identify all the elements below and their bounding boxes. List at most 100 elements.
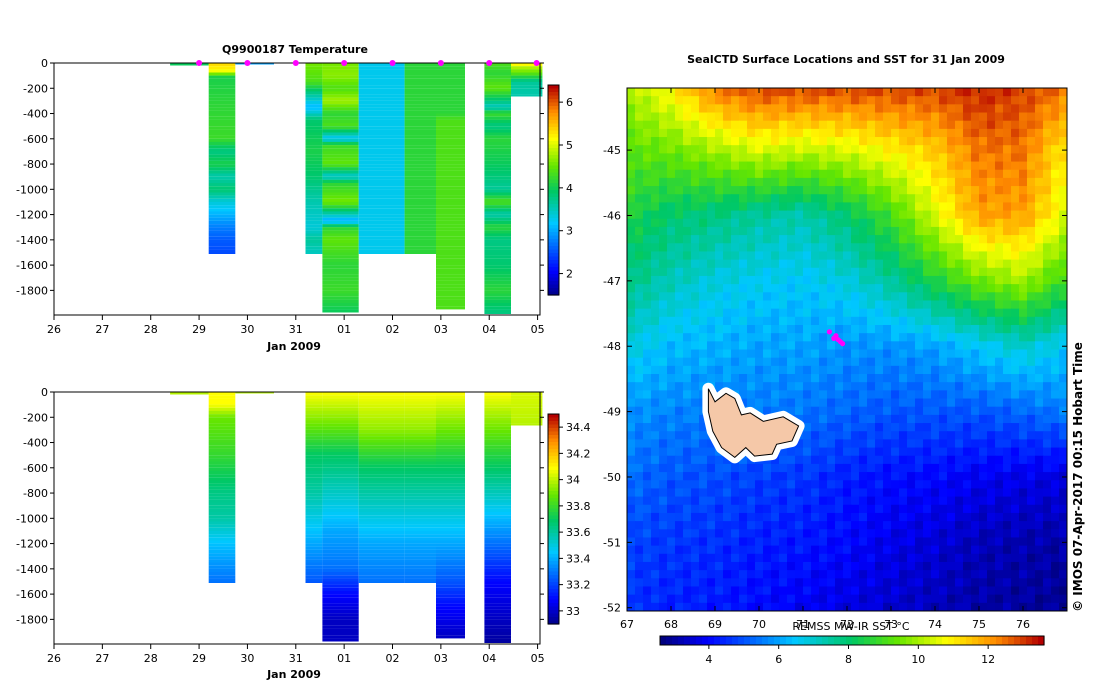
sst-pixel: [891, 177, 900, 187]
temperature-cell: [484, 205, 511, 209]
sst-pixel: [683, 602, 692, 611]
salinity-cell: [208, 483, 236, 487]
sst-pixel: [859, 349, 868, 359]
temperature-cell: [436, 94, 465, 98]
sst-pixel: [659, 570, 668, 579]
sst-pixel: [803, 561, 812, 571]
sst-pixel: [947, 439, 956, 449]
sst-pixel: [883, 406, 892, 416]
sst-pixel: [995, 447, 1004, 457]
sst-pixel: [835, 128, 844, 138]
sst-pixel: [747, 578, 756, 588]
sst-pixel: [675, 186, 684, 195]
sst-pixel: [955, 398, 964, 408]
sst-pixel: [1035, 128, 1044, 138]
salinity-cell: [358, 515, 405, 519]
sst-pixel: [643, 259, 652, 269]
sst-pixel: [691, 455, 700, 465]
sst-pixel: [851, 177, 860, 187]
salinity-cell: [484, 543, 511, 547]
sst-pixel: [939, 349, 948, 359]
sst-pixel: [1003, 235, 1012, 244]
x-tick-label: 02: [386, 652, 400, 665]
sst-pixel: [723, 504, 732, 514]
salinity-cell: [404, 464, 436, 468]
temperature-column: [484, 63, 511, 314]
sst-pixel: [739, 316, 748, 326]
sst-pixel: [979, 333, 988, 342]
y-tick-label: -400: [23, 437, 48, 450]
sst-pixel: [1051, 226, 1060, 236]
sst-pixel: [835, 439, 844, 449]
salinity-cell: [358, 442, 405, 446]
sst-pixel: [699, 316, 708, 326]
sst-pixel: [915, 316, 924, 326]
sst-pixel: [931, 431, 940, 440]
salinity-cell: [404, 562, 436, 566]
sst-pixel: [771, 374, 780, 383]
sst-pixel: [1059, 112, 1067, 122]
salinity-cell: [358, 521, 405, 525]
temperature-cell: [322, 230, 359, 234]
colorbar-swatch: [548, 414, 559, 419]
y-tick-label: -200: [23, 82, 48, 95]
salinity-cell: [404, 392, 436, 396]
sst-pixel: [699, 137, 708, 146]
sst-pixel: [883, 578, 892, 588]
sst-pixel: [1059, 390, 1067, 400]
colorbar-swatch: [548, 473, 559, 478]
temperature-cell: [484, 192, 511, 196]
sst-pixel: [779, 349, 788, 359]
sst-pixel: [739, 333, 748, 342]
sst-pixel: [915, 390, 924, 400]
sst-pixel: [1003, 349, 1012, 359]
sst-pixel: [739, 284, 748, 293]
sst-pixel: [835, 553, 844, 563]
sst-pixel: [1003, 300, 1012, 310]
sst-pixel: [691, 243, 700, 253]
sst-pixel: [971, 137, 980, 146]
sst-pixel: [947, 259, 956, 269]
sst-pixel: [851, 218, 860, 228]
temperature-cell: [404, 183, 436, 187]
salinity-cell: [436, 625, 465, 629]
sst-pixel: [1027, 186, 1036, 195]
sst-pixel: [731, 365, 740, 375]
temperature-cell: [322, 173, 359, 177]
salinity-cell: [322, 546, 359, 550]
temperature-cell: [436, 255, 465, 259]
sst-pixel: [1051, 137, 1060, 146]
colorbar-swatch: [846, 636, 853, 645]
sst-pixel: [835, 480, 844, 490]
sst-pixel: [995, 480, 1004, 490]
sst-pixel: [763, 480, 772, 490]
sst-pixel: [667, 529, 676, 539]
sst-pixel: [739, 104, 748, 114]
sst-pixel: [659, 88, 668, 97]
sst-pixel: [651, 529, 660, 539]
sst-pixel: [939, 447, 948, 457]
sst-pixel: [643, 128, 652, 138]
sst-pixel: [659, 243, 668, 253]
sst-pixel: [859, 267, 868, 277]
sst-pixel: [811, 104, 820, 114]
salinity-column: [170, 392, 209, 395]
salinity-cell: [322, 499, 359, 503]
colorbar-swatch: [810, 636, 817, 645]
sst-pixel: [891, 275, 900, 285]
sst-pixel: [907, 235, 916, 244]
salinity-cell: [305, 521, 323, 525]
temperature-cell: [436, 268, 465, 272]
sst-pixel: [1027, 202, 1036, 212]
colorbar-swatch: [548, 151, 559, 156]
sst-pixel: [1019, 333, 1028, 342]
sst-pixel: [971, 210, 980, 220]
sst-pixel: [995, 521, 1004, 530]
salinity-cell: [305, 565, 323, 569]
sst-pixel: [923, 96, 932, 105]
sst-pixel: [843, 275, 852, 285]
sst-pixel: [851, 529, 860, 539]
sst-pixel: [979, 439, 988, 449]
sst-map-title: SealCTD Surface Locations and SST for 31…: [687, 53, 1005, 66]
sst-pixel: [979, 463, 988, 473]
